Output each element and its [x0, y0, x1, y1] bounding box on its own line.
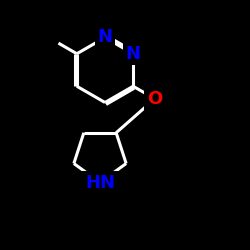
Text: HN: HN — [85, 174, 115, 192]
Text: N: N — [98, 28, 112, 46]
Text: N: N — [126, 45, 141, 63]
Text: O: O — [147, 90, 162, 108]
